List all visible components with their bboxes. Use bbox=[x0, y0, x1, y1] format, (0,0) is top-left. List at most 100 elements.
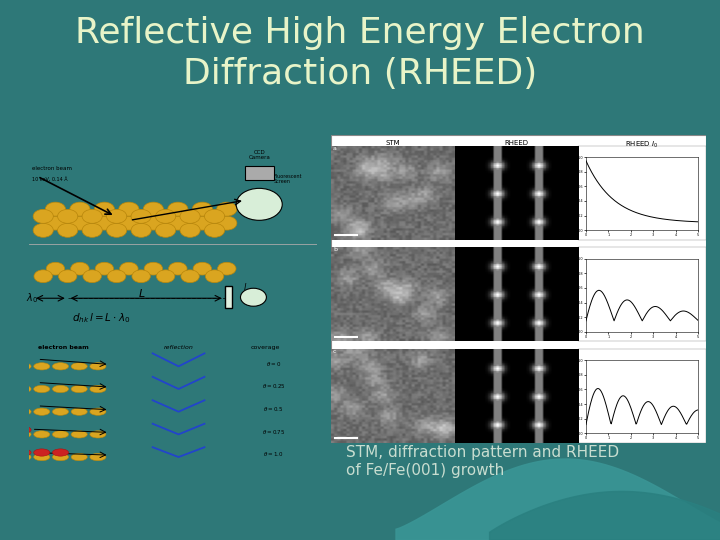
Text: STM: STM bbox=[386, 140, 400, 146]
Circle shape bbox=[94, 202, 114, 216]
Circle shape bbox=[168, 202, 188, 216]
Text: reflection: reflection bbox=[163, 346, 194, 350]
Circle shape bbox=[143, 216, 163, 230]
Circle shape bbox=[34, 386, 50, 393]
Circle shape bbox=[236, 188, 282, 220]
Circle shape bbox=[45, 216, 66, 230]
Circle shape bbox=[15, 454, 31, 461]
Circle shape bbox=[192, 202, 212, 216]
Circle shape bbox=[58, 270, 77, 282]
Circle shape bbox=[107, 224, 127, 237]
Circle shape bbox=[180, 210, 200, 224]
Text: $\lambda_0$: $\lambda_0$ bbox=[26, 292, 38, 305]
Text: electron beam: electron beam bbox=[38, 346, 89, 350]
Circle shape bbox=[58, 210, 78, 224]
Circle shape bbox=[70, 202, 90, 216]
Circle shape bbox=[120, 262, 138, 275]
Circle shape bbox=[156, 224, 176, 237]
Text: $\theta = 0.75$: $\theta = 0.75$ bbox=[262, 428, 285, 436]
Text: $L$: $L$ bbox=[138, 287, 145, 299]
Circle shape bbox=[34, 454, 50, 461]
Circle shape bbox=[71, 386, 87, 393]
Circle shape bbox=[71, 408, 87, 415]
Circle shape bbox=[119, 216, 139, 230]
Circle shape bbox=[205, 270, 224, 282]
Circle shape bbox=[94, 216, 114, 230]
Circle shape bbox=[168, 262, 187, 275]
Bar bbox=[578, 349, 706, 443]
Circle shape bbox=[15, 386, 31, 393]
Circle shape bbox=[90, 431, 106, 438]
Circle shape bbox=[58, 224, 78, 237]
Circle shape bbox=[34, 363, 50, 370]
Bar bbox=[245, 166, 274, 180]
Circle shape bbox=[53, 363, 68, 370]
Circle shape bbox=[33, 210, 53, 224]
Circle shape bbox=[71, 454, 87, 461]
Circle shape bbox=[15, 408, 31, 415]
Circle shape bbox=[15, 431, 31, 438]
Circle shape bbox=[45, 202, 66, 216]
Text: coverage: coverage bbox=[251, 346, 279, 350]
Circle shape bbox=[156, 210, 176, 224]
Text: Reflective High Energy Electron
Diffraction (RHEED): Reflective High Energy Electron Diffract… bbox=[75, 16, 645, 91]
Circle shape bbox=[95, 262, 114, 275]
Polygon shape bbox=[396, 459, 720, 540]
Circle shape bbox=[70, 216, 90, 230]
Circle shape bbox=[168, 216, 188, 230]
Circle shape bbox=[204, 224, 225, 237]
Circle shape bbox=[144, 262, 163, 275]
Bar bbox=[578, 247, 706, 341]
Text: CCD
Camera: CCD Camera bbox=[248, 150, 270, 160]
Text: $\theta = 1.0$: $\theta = 1.0$ bbox=[264, 450, 284, 458]
Text: $\theta = 0.25$: $\theta = 0.25$ bbox=[262, 382, 285, 390]
Circle shape bbox=[132, 270, 150, 282]
Circle shape bbox=[156, 270, 175, 282]
Circle shape bbox=[15, 426, 31, 434]
Text: RHEED: RHEED bbox=[505, 140, 528, 146]
Circle shape bbox=[83, 270, 102, 282]
Polygon shape bbox=[490, 491, 720, 540]
Circle shape bbox=[131, 210, 151, 224]
Circle shape bbox=[82, 210, 102, 224]
Text: c: c bbox=[333, 349, 336, 354]
Circle shape bbox=[192, 216, 212, 230]
Circle shape bbox=[53, 431, 68, 438]
Circle shape bbox=[34, 270, 53, 282]
Circle shape bbox=[46, 262, 65, 275]
Circle shape bbox=[90, 454, 106, 461]
Text: $\theta = 0$: $\theta = 0$ bbox=[266, 360, 282, 368]
Bar bbox=[225, 286, 232, 308]
Circle shape bbox=[193, 262, 212, 275]
Circle shape bbox=[82, 224, 102, 237]
Text: electron beam: electron beam bbox=[32, 166, 72, 171]
Text: $l$: $l$ bbox=[243, 281, 247, 292]
Circle shape bbox=[15, 363, 31, 370]
Circle shape bbox=[204, 210, 225, 224]
Circle shape bbox=[71, 363, 87, 370]
Circle shape bbox=[217, 262, 236, 275]
Text: a: a bbox=[333, 146, 337, 151]
Circle shape bbox=[181, 270, 199, 282]
Circle shape bbox=[217, 216, 237, 230]
Circle shape bbox=[107, 210, 127, 224]
Circle shape bbox=[240, 288, 266, 306]
Circle shape bbox=[53, 454, 68, 461]
Text: 10 keV, 0.14 Å: 10 keV, 0.14 Å bbox=[32, 177, 67, 181]
Circle shape bbox=[33, 224, 53, 237]
Text: $\theta = 0.5$: $\theta = 0.5$ bbox=[264, 405, 284, 413]
Circle shape bbox=[90, 386, 106, 393]
Bar bbox=[578, 146, 706, 240]
Circle shape bbox=[143, 202, 163, 216]
Circle shape bbox=[34, 408, 50, 415]
Circle shape bbox=[34, 431, 50, 438]
Circle shape bbox=[107, 270, 126, 282]
Text: b: b bbox=[333, 247, 337, 252]
Circle shape bbox=[15, 449, 31, 456]
Circle shape bbox=[90, 408, 106, 415]
Circle shape bbox=[34, 449, 50, 456]
Circle shape bbox=[53, 408, 68, 415]
Text: RHEED $I_0$: RHEED $I_0$ bbox=[625, 140, 659, 150]
Text: $d_{hk}\,l = L \cdot \lambda_0$: $d_{hk}\,l = L \cdot \lambda_0$ bbox=[72, 312, 130, 325]
Text: Fluorescent
Screen: Fluorescent Screen bbox=[274, 173, 302, 184]
